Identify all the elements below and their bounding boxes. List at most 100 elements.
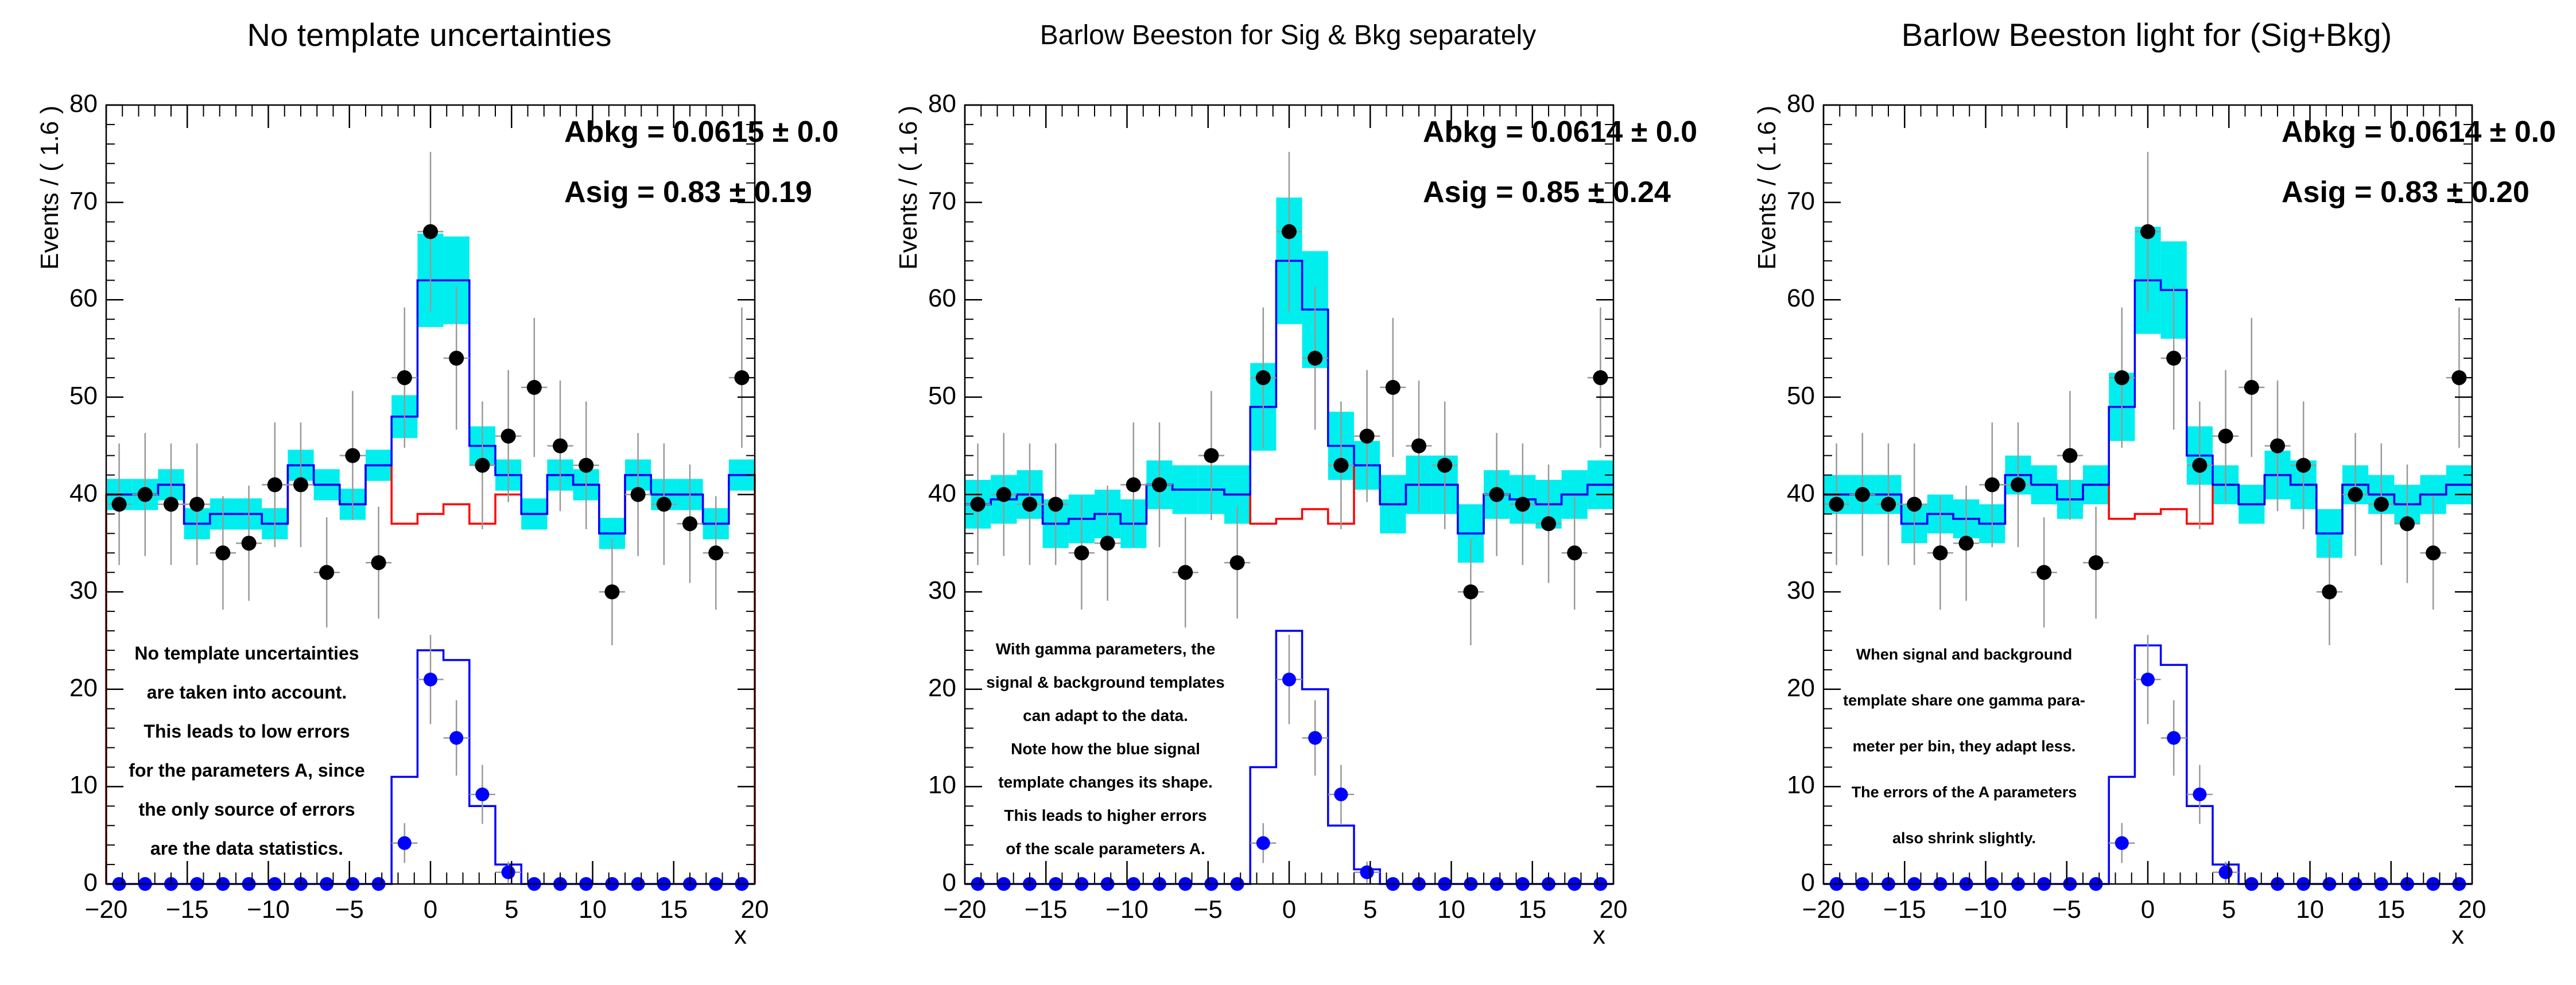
note-line: template changes its shape. <box>998 773 1213 791</box>
note-line: No template uncertainties <box>134 643 359 664</box>
y-tick-label: 80 <box>69 90 98 118</box>
y-tick-label: 0 <box>942 868 956 897</box>
y-tick-label: 50 <box>69 381 98 410</box>
data-point <box>526 379 542 395</box>
y-tick-label: 10 <box>69 771 98 800</box>
y-tick-label: 10 <box>928 771 956 800</box>
data-point <box>1204 448 1219 463</box>
data-point <box>2322 584 2337 600</box>
data-point <box>1048 497 1064 512</box>
signal-data-point <box>1256 836 1270 850</box>
data-point <box>656 497 672 512</box>
explanation-note: With gamma parameters, the signal & backg… <box>979 640 1232 873</box>
asig-parameter: Asig = 0.85 ± 0.24 <box>1423 176 1671 209</box>
data-point <box>1385 379 1400 395</box>
y-tick-label: 20 <box>69 673 98 702</box>
x-tick-label: −10 <box>1105 895 1149 924</box>
y-tick-label: 30 <box>1787 576 1815 605</box>
signal-data-point <box>2193 787 2207 801</box>
data-point <box>1074 545 1089 561</box>
data-point <box>1567 545 1582 561</box>
y-tick-label: 30 <box>69 576 98 605</box>
x-tick-label: 5 <box>1363 895 1378 924</box>
data-point <box>1541 516 1556 532</box>
note-line: meter per bin, they adapt less. <box>1852 738 2076 755</box>
note-line: The errors of the A parameters <box>1851 784 2077 801</box>
x-tick-label: 20 <box>2458 895 2486 924</box>
signal-template-line <box>965 630 1613 885</box>
data-point <box>708 545 724 561</box>
chart-panel-barlow-beeston-separate: Barlow Beeston for Sig & Bkg separately … <box>859 0 1717 985</box>
x-tick-label: 20 <box>740 895 769 924</box>
x-tick-label: −5 <box>1193 895 1223 924</box>
data-point <box>1829 497 1844 512</box>
signal-data-point <box>2218 865 2233 879</box>
data-point <box>1593 370 1608 385</box>
data-point <box>189 497 205 512</box>
chart-title: No template uncertainties <box>247 17 612 53</box>
x-tick-label: 0 <box>1282 895 1297 924</box>
chart-title: Barlow Beeston light for (Sig+Bkg) <box>1901 17 2392 53</box>
note-line: also shrink slightly. <box>1892 829 2036 847</box>
data-point <box>1933 545 1948 561</box>
note-line: of the scale parameters A. <box>1006 840 1205 858</box>
x-axis-label: x <box>1593 921 1605 949</box>
data-point <box>2036 565 2052 580</box>
x-tick-label: −5 <box>2052 895 2081 924</box>
data-point <box>2451 370 2467 385</box>
signal-data-point <box>1360 865 1374 879</box>
data-point <box>1855 487 1870 502</box>
data-point <box>2192 457 2208 473</box>
x-axis-label: x <box>734 921 747 949</box>
data-point <box>1022 497 1037 512</box>
data-point <box>475 457 490 473</box>
data-point <box>1489 487 1504 502</box>
signal-data-point <box>1282 672 1296 687</box>
signal-data-point <box>475 787 490 801</box>
abkg-parameter: Abkg = 0.0615 ± 0.0 <box>564 115 839 149</box>
x-tick-label: −10 <box>247 895 290 924</box>
note-line: are taken into account. <box>146 682 347 703</box>
y-tick-label: 80 <box>928 90 956 118</box>
x-tick-label: 20 <box>1599 895 1628 924</box>
y-tick-label: 40 <box>1787 479 1815 507</box>
data-point <box>2011 477 2026 492</box>
signal-data-point <box>1334 787 1348 801</box>
data-point <box>1229 555 1245 571</box>
data-point <box>319 565 335 580</box>
data-point <box>2140 224 2155 239</box>
explanation-note: No template uncertainties are taken into … <box>115 643 379 877</box>
data-point <box>423 224 438 239</box>
y-tick-label: 30 <box>928 576 956 605</box>
data-point <box>1881 497 1896 512</box>
x-tick-label: 10 <box>579 895 607 924</box>
x-tick-label: −15 <box>1024 895 1068 924</box>
x-tick-label: −20 <box>84 895 128 924</box>
data-point <box>1984 477 2000 492</box>
data-point <box>137 487 153 502</box>
data-point <box>2270 438 2285 453</box>
y-tick-label: 50 <box>1787 381 1815 410</box>
y-tick-label: 20 <box>1787 673 1815 702</box>
signal-data-point <box>2141 672 2155 687</box>
chart-plot-area <box>1822 104 2473 891</box>
x-tick-label: 0 <box>423 895 438 924</box>
data-point <box>2296 457 2311 473</box>
y-tick-label: 70 <box>928 187 956 215</box>
data-point <box>604 584 620 600</box>
signal-template-line <box>106 649 755 885</box>
y-tick-label: 40 <box>928 479 956 507</box>
data-point <box>397 370 412 385</box>
signal-data-point <box>2167 731 2181 745</box>
note-line: With gamma parameters, the <box>995 640 1216 658</box>
y-tick-label: 60 <box>69 284 98 313</box>
data-point <box>1359 428 1375 444</box>
data-point <box>553 438 568 453</box>
signal-data-point <box>397 836 412 850</box>
note-line: Note how the blue signal <box>1011 740 1200 758</box>
x-axis-label: x <box>2451 921 2464 949</box>
data-point <box>1333 457 1349 473</box>
data-point <box>1437 457 1453 473</box>
data-point <box>996 487 1011 502</box>
note-line: This leads to low errors <box>143 721 350 742</box>
